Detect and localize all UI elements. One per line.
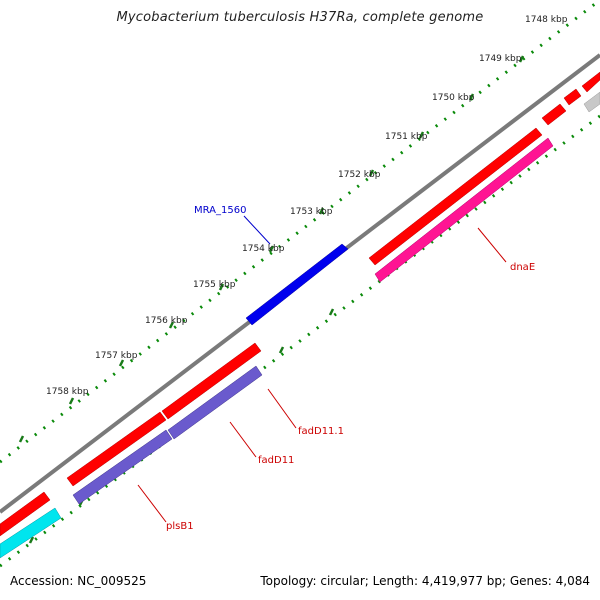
leader-lines	[137, 215, 507, 523]
gene-plsb1-cds[interactable]	[72, 429, 173, 505]
leader-fadd11	[229, 421, 257, 458]
tick-label: 1757 kbp	[95, 351, 138, 361]
label-mra1560[interactable]: MRA_1560	[194, 205, 246, 216]
tick-labels: 1748 kbp 1749 kbp 1750 kbp 1751 kbp 1752…	[46, 15, 568, 397]
gene-red-small-2[interactable]	[563, 88, 582, 106]
tick-label: 1756 kbp	[145, 316, 188, 326]
genome-summary-text: Topology: circular; Length: 4,419,977 bp…	[260, 574, 590, 588]
tick-label: 1749 kbp	[479, 54, 522, 64]
tick-label: 1751 kbp	[385, 132, 428, 142]
gene-red-small-3[interactable]	[581, 71, 600, 93]
tick-label: 1748 kbp	[525, 15, 568, 25]
label-fadd11[interactable]: fadD11	[258, 455, 294, 466]
leader-fadd11-1	[267, 388, 297, 429]
gene-red-edge[interactable]	[0, 491, 51, 537]
gene-fadd11-cds[interactable]	[167, 365, 263, 440]
gene-plsb1-red[interactable]	[66, 411, 167, 487]
leader-mra1560	[243, 215, 271, 245]
leader-dnae	[477, 227, 507, 263]
tick-label: 1752 kbp	[338, 170, 381, 180]
accession-text: Accession: NC_009525	[10, 574, 147, 588]
gene-fadd11-1[interactable]	[161, 342, 262, 420]
tick-label: 1755 kbp	[193, 280, 236, 290]
reverse-genes-row2	[0, 91, 600, 559]
tick-label: 1753 kbp	[290, 207, 333, 217]
outer-major-ticks	[18, 55, 525, 443]
leader-plsb1	[137, 484, 167, 523]
label-dnae[interactable]: dnaE	[510, 262, 535, 273]
tick-label: 1758 kbp	[46, 387, 89, 397]
gene-dnae[interactable]	[368, 127, 543, 266]
reverse-genes-red	[0, 71, 600, 537]
inner-tick-ring	[0, 114, 600, 568]
tick-label: 1750 kbp	[432, 93, 475, 103]
label-fadd11-1[interactable]: fadD11.1	[298, 426, 344, 437]
gene-labels: MRA_1560 dnaE fadD11.1 fadD11 plsB1	[166, 205, 535, 532]
gene-dnae-cds[interactable]	[374, 137, 554, 283]
gene-cyan[interactable]	[0, 507, 62, 559]
tick-label: 1754 kbp	[242, 244, 285, 254]
forward-genes	[245, 243, 349, 326]
label-plsb1[interactable]: plsB1	[166, 521, 194, 532]
outer-tick-ring	[0, 0, 600, 464]
map-title: Mycobacterium tuberculosis H37Ra, comple…	[116, 10, 484, 25]
gene-mra1560[interactable]	[245, 243, 349, 326]
gene-red-small-1[interactable]	[541, 103, 567, 126]
gene-gray[interactable]	[583, 91, 600, 113]
